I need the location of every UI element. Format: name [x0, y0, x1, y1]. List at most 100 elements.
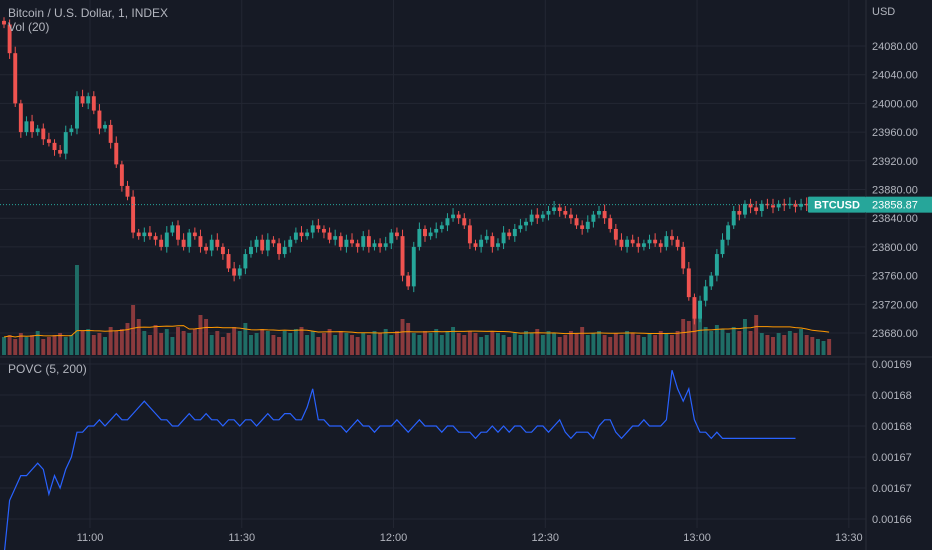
volume-bar: [288, 333, 293, 355]
candle-body: [86, 96, 91, 104]
candle-body: [675, 239, 680, 247]
candle-body: [748, 203, 753, 208]
volume-bar: [585, 335, 590, 355]
time-tick-label: 13:30: [835, 532, 863, 544]
candle-body: [372, 243, 377, 247]
volume-bar: [254, 333, 259, 355]
volume-bar: [299, 327, 304, 355]
volume-bar: [484, 335, 489, 355]
volume-ma-line: [3, 325, 830, 338]
candle-body: [265, 239, 270, 251]
candle-body: [338, 236, 343, 247]
volume-bar: [737, 331, 742, 355]
volume-bar: [215, 331, 220, 355]
volume-bar: [501, 335, 506, 355]
volume-bar: [574, 333, 579, 355]
candle-body: [7, 24, 12, 54]
volume-bar: [787, 331, 792, 355]
volume-bar: [731, 327, 736, 355]
candle-body: [243, 254, 248, 269]
volume-bar: [125, 323, 130, 355]
volume-bar: [714, 325, 719, 355]
candle-body: [765, 203, 770, 206]
volume-bar: [131, 305, 136, 355]
candle-body: [147, 232, 152, 237]
volume-bar: [18, 333, 23, 355]
candle-body: [529, 214, 534, 222]
candle-body: [142, 232, 147, 237]
candle-body: [305, 232, 310, 237]
ticker-tag-label: BTCUSD: [814, 200, 860, 212]
volume-bar: [630, 333, 635, 355]
candle-body: [467, 225, 472, 244]
volume-bar: [675, 331, 680, 355]
candle-body: [574, 218, 579, 226]
candle-body: [776, 203, 781, 208]
candle-body: [630, 239, 635, 244]
candle-body: [726, 225, 731, 240]
currency-label: USD: [872, 6, 895, 18]
candle-body: [299, 232, 304, 237]
volume-bar: [782, 335, 787, 355]
candle-body: [439, 225, 444, 229]
volume-bar: [198, 315, 203, 355]
candle-body: [462, 218, 467, 226]
volume-bar: [310, 331, 315, 355]
volume-bar: [512, 333, 517, 355]
candle-body: [310, 225, 315, 233]
volume-bar: [507, 337, 512, 355]
volume-bar: [7, 335, 12, 355]
volume-bar: [338, 331, 343, 355]
volume-bar: [771, 337, 775, 355]
candle-body: [378, 243, 383, 247]
candle-body: [602, 211, 607, 219]
candle-body: [417, 228, 422, 247]
volume-bar: [681, 319, 686, 355]
price-tick-label: 23840.00: [872, 213, 918, 225]
volume-bar: [591, 333, 596, 355]
candle-body: [389, 232, 394, 244]
candle-body: [512, 228, 517, 237]
volume-bar: [69, 335, 74, 355]
indicator-tick-label: 0.00166: [872, 514, 912, 526]
candle-body: [557, 207, 562, 212]
volume-bar: [86, 329, 91, 355]
candle-body: [41, 128, 46, 140]
candle-body: [456, 214, 461, 219]
candle-body: [226, 254, 231, 269]
candle-body: [552, 207, 557, 212]
candle-body: [720, 239, 725, 255]
candle-body: [507, 232, 512, 237]
candle-body: [30, 121, 35, 133]
volume-bar: [209, 335, 214, 355]
volume-bar: [400, 319, 405, 355]
candle-body: [692, 297, 697, 319]
candle-body: [737, 211, 742, 215]
candle-body: [333, 236, 338, 240]
candle-body: [540, 214, 545, 219]
candle-body: [411, 246, 416, 287]
price-tick-label: 23960.00: [872, 127, 918, 139]
candle-body: [664, 236, 669, 247]
volume-bar: [625, 331, 630, 355]
volume-bar: [383, 329, 388, 355]
volume-bar: [350, 335, 354, 355]
candle-body: [563, 211, 568, 215]
volume-bar: [467, 331, 472, 355]
candle-body: [52, 142, 57, 151]
volume-bar: [108, 327, 113, 355]
volume-bar: [793, 333, 798, 355]
volume-bar: [619, 335, 624, 355]
candle-body: [69, 128, 74, 133]
volume-bar: [232, 327, 237, 355]
volume-bar: [142, 331, 147, 355]
candle-body: [546, 211, 551, 215]
candle-body: [271, 239, 276, 244]
price-tick-label: 24000.00: [872, 98, 918, 110]
volume-bar: [529, 333, 534, 355]
candle-body: [153, 236, 158, 240]
price-tick-label: 23880.00: [872, 185, 918, 197]
candle-body: [423, 228, 427, 237]
